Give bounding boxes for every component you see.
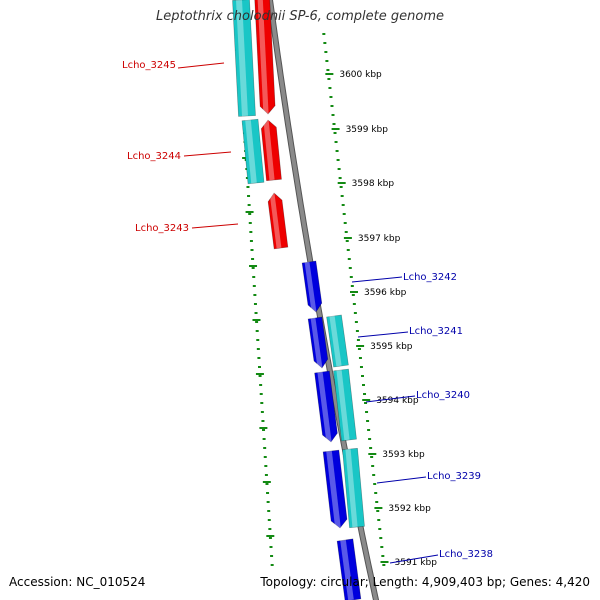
gene-label-leader [191,223,239,229]
gene-reverse-lcho-3243[interactable] [267,192,289,250]
gene-label-leader [351,276,403,283]
scale-label: 3594 kbp [376,396,419,406]
gene-reverse-lcho-3244[interactable] [260,119,282,182]
gene-label-forward[interactable]: Lcho_3241 [409,326,463,337]
gene-label-leader [389,554,439,564]
cds-block-reverse-highlight [236,0,248,117]
gene-forward-lcho-3242[interactable] [301,260,323,313]
gene-label-forward[interactable]: Lcho_3242 [403,272,457,283]
scale-label: 3593 kbp [382,450,425,460]
accession-text: Accession: NC_010524 [9,575,146,589]
cds-block-forward[interactable] [342,447,365,529]
cds-block-reverse-highlight [245,119,257,184]
gene-reverse-lcho-3244-highlight [263,119,275,181]
cds-block-reverse[interactable] [232,0,256,117]
gene-reverse-lcho-3245[interactable] [254,0,276,115]
gene-forward-lcho-3240-highlight [317,371,332,443]
scale-label: 3600 kbp [339,70,382,80]
cds-block-forward-highlight [329,315,342,367]
cds-block-forward-highlight [345,448,358,528]
gene-label-leader [177,62,225,69]
gene-label-forward[interactable]: Lcho_3238 [439,549,493,560]
gene-forward-lcho-3239-highlight [326,450,341,529]
gene-forward-lcho-3241[interactable] [307,316,329,369]
gene-label-reverse[interactable]: Lcho_3245 [122,60,176,71]
scale-label: 3595 kbp [370,342,413,352]
gene-reverse-lcho-3245-highlight [257,0,269,115]
gene-forward-lcho-3241-highlight [310,317,323,369]
genome-summary-text: Topology: circular; Length: 4,909,403 bp… [260,575,590,589]
scale-label: 3591 kbp [395,558,438,568]
scale-label: 3599 kbp [346,125,389,135]
cds-block-forward[interactable] [326,314,349,368]
gene-forward-lcho-3238-highlight [340,539,354,600]
gene-label-reverse[interactable]: Lcho_3243 [135,223,189,234]
gene-label-forward[interactable]: Lcho_3239 [427,471,481,482]
gene-forward-lcho-3238[interactable] [336,538,362,600]
scale-label: 3596 kbp [364,288,407,298]
gene-forward-lcho-3240[interactable] [314,370,338,443]
scale-label: 3597 kbp [358,234,401,244]
gene-label-leader [183,151,232,157]
gene-label-leader [365,395,416,403]
gene-forward-lcho-3242-highlight [304,261,317,313]
gene-label-leader [357,331,409,338]
cds-block-reverse[interactable] [241,118,265,185]
gene-forward-lcho-3239[interactable] [322,449,348,529]
scale-label: 3598 kbp [352,179,395,189]
cds-block-forward-highlight [336,369,350,441]
gene-label-leader [376,476,427,484]
cds-block-forward[interactable] [333,368,357,442]
scale-label: 3592 kbp [388,504,431,514]
genome-title: Leptothrix cholodnii SP-6, complete geno… [156,9,444,24]
gene-label-forward[interactable]: Lcho_3240 [416,390,470,401]
gene-label-reverse[interactable]: Lcho_3244 [127,151,181,162]
gene-reverse-lcho-3243-highlight [269,192,282,249]
